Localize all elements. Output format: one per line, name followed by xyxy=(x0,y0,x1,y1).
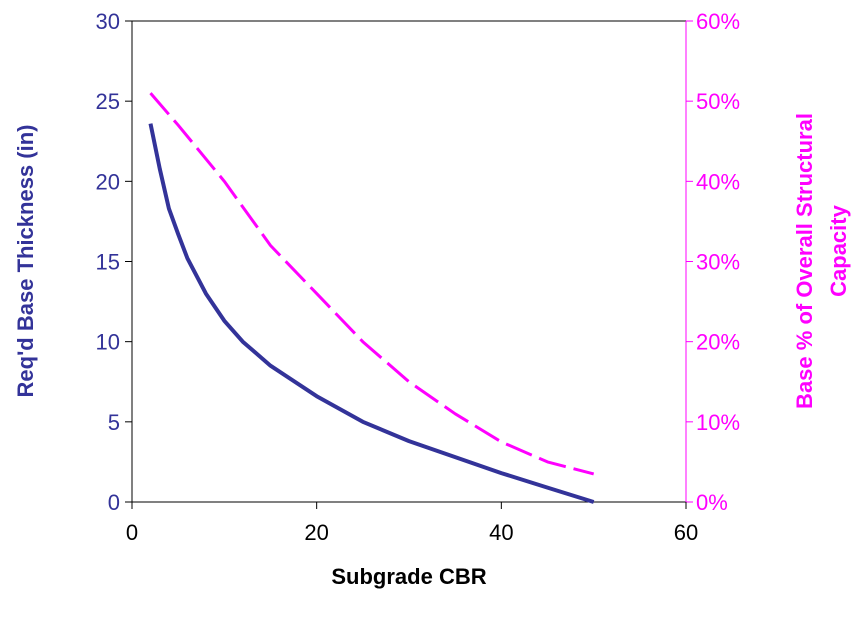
right-tick-label: 10% xyxy=(696,410,740,435)
left-tick-label: 25 xyxy=(96,89,120,114)
x-axis-title: Subgrade CBR xyxy=(331,564,486,589)
series-base-percent-line xyxy=(149,92,595,476)
left-tick-label: 10 xyxy=(96,330,120,355)
right-tick-label: 60% xyxy=(696,9,740,34)
left-tick-label: 30 xyxy=(96,9,120,34)
x-tick-label: 60 xyxy=(674,520,698,545)
x-tick-label: 40 xyxy=(489,520,513,545)
right-axis-title-line2: Capacity xyxy=(826,204,851,296)
right-tick-label: 40% xyxy=(696,169,740,194)
right-axis-title-line1: Base % of Overall Structural xyxy=(792,113,817,409)
right-tick-label: 0% xyxy=(696,490,728,515)
right-tick-label: 20% xyxy=(696,330,740,355)
left-tick-label: 20 xyxy=(96,169,120,194)
left-tick-label: 15 xyxy=(96,250,120,275)
right-tick-label: 30% xyxy=(696,250,740,275)
left-tick-label: 5 xyxy=(108,410,120,435)
right-tick-label: 50% xyxy=(696,89,740,114)
x-tick-label: 0 xyxy=(126,520,138,545)
x-tick-label: 20 xyxy=(304,520,328,545)
series-base-thickness-line xyxy=(148,123,595,504)
left-tick-label: 0 xyxy=(108,490,120,515)
left-axis-title: Req'd Base Thickness (in) xyxy=(13,125,38,398)
plot-frame xyxy=(131,20,687,503)
